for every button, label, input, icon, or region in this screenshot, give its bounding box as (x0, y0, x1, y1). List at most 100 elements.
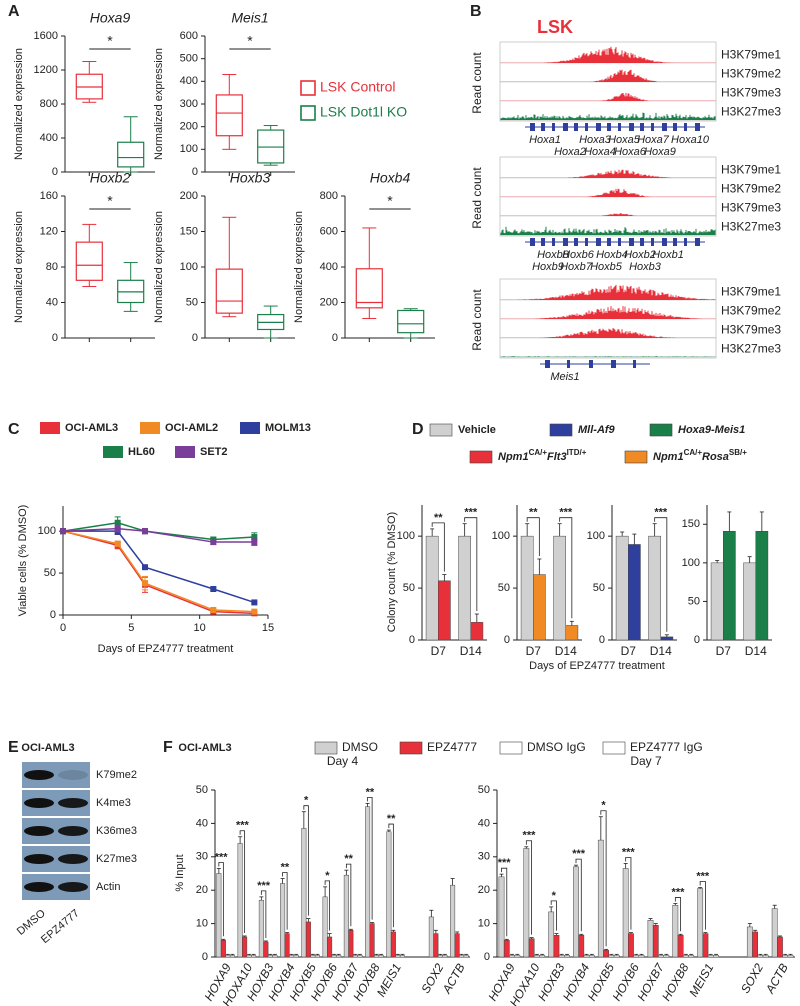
panel-f-y-label: % Input (174, 854, 186, 891)
bar (365, 806, 371, 958)
track-signal (500, 356, 716, 357)
exon (633, 360, 636, 368)
exon (695, 238, 700, 246)
y-tick-label: 200 (320, 296, 338, 308)
band-label: K27me3 (96, 853, 137, 865)
significance: *** (696, 870, 710, 882)
legend-label: Npm1CA/+RosaSB/+ (653, 448, 747, 463)
bar (246, 955, 252, 958)
marker (210, 539, 217, 546)
track-signal (500, 46, 716, 63)
bar (327, 936, 333, 958)
y-axis-label: Normalized expression (13, 48, 25, 160)
x-tick-label: D14 (555, 644, 577, 658)
significance: * (552, 890, 557, 902)
x-axis-label: Days of EPZ4777 treatment (98, 643, 234, 655)
legend-swatch (175, 446, 195, 458)
bar (442, 955, 448, 958)
legend-label: HL60 (128, 446, 155, 458)
bar (225, 955, 231, 958)
y-tick-label: 0 (332, 332, 338, 344)
panel-label: E (8, 739, 19, 756)
panel-d-y-label: Colony count (% DMSO) (386, 512, 398, 632)
band-label: Actin (96, 881, 120, 893)
legend-swatch (399, 741, 423, 755)
exon (596, 123, 601, 131)
bar (280, 883, 286, 958)
gene-label: Hoxa9 (644, 146, 676, 158)
chart-title: Meis1 (231, 10, 268, 26)
track-y-label: Read count (470, 167, 484, 229)
bar (437, 955, 443, 958)
bar (498, 876, 505, 958)
track-label: H3K79me1 (721, 285, 781, 299)
significance: *** (257, 880, 271, 892)
y-tick-label: 200 (180, 190, 198, 202)
exon (695, 123, 700, 131)
x-tick-label: D7 (716, 644, 732, 658)
marker (210, 606, 217, 613)
significance-bracket (367, 796, 373, 920)
bar (672, 904, 679, 958)
x-tick-label: 15 (262, 622, 274, 634)
significance-bracket (345, 863, 352, 927)
y-tick-label: 0 (504, 634, 510, 646)
y-tick-label: 50 (403, 582, 415, 594)
gene-label: Meis1 (550, 371, 579, 383)
legend-label: DMSO IgG (527, 740, 586, 754)
x-tick-label: D7 (431, 644, 447, 658)
bar (322, 896, 328, 958)
bar (710, 562, 724, 641)
exon (662, 123, 667, 131)
bar (428, 916, 434, 958)
exon (585, 123, 588, 131)
bar (450, 884, 456, 958)
exon (651, 238, 654, 246)
bar (573, 866, 579, 958)
significance: ** (387, 813, 396, 825)
gene-label: Hoxa2 (554, 146, 586, 158)
panel-d-x-label: Days of EPZ4777 treatment (529, 660, 665, 672)
significance-bracket (625, 857, 632, 930)
track-signal (500, 112, 716, 120)
panel-label: C (8, 421, 20, 438)
legend-swatch (429, 423, 453, 437)
y-tick-label: 40 (196, 817, 208, 829)
x-tick-label: D14 (650, 644, 672, 658)
bar (539, 955, 546, 958)
y-tick-label: 0 (52, 332, 58, 344)
marker (114, 540, 121, 547)
exon (640, 123, 644, 131)
legend-label: OCI-AML3 (65, 422, 118, 434)
track-label: H3K79me3 (721, 86, 781, 100)
y-tick-label: 800 (40, 98, 58, 110)
legend-label: SET2 (200, 446, 228, 458)
legend-label: EPZ4777 (427, 740, 477, 754)
bar (523, 848, 530, 958)
significance-bracket (218, 862, 224, 937)
gene-label: Hoxa10 (671, 134, 710, 146)
y-tick-label: 0 (52, 166, 58, 178)
y-tick-label: 50 (196, 784, 208, 796)
significance-bracket (699, 881, 706, 930)
bar (528, 938, 535, 958)
bar (615, 535, 629, 641)
y-tick-label: 800 (320, 190, 338, 202)
legend-swatch (624, 450, 648, 464)
y-tick-label: 150 (180, 225, 198, 237)
exon (574, 123, 578, 131)
chart-title: Hoxa9 (90, 10, 131, 26)
bar (762, 955, 769, 958)
bar (608, 955, 615, 958)
gene-label: Hoxb2 (624, 249, 656, 261)
y-axis-label: Normalized expression (153, 48, 165, 160)
bar (390, 931, 396, 958)
y-tick-label: 100 (180, 143, 198, 155)
box (355, 268, 383, 309)
x-tick-label: D14 (745, 644, 767, 658)
bar (470, 622, 484, 641)
bar (343, 874, 349, 958)
blot-band (58, 854, 88, 864)
y-tick-label: 400 (320, 261, 338, 273)
y-tick-label: 100 (492, 530, 510, 542)
